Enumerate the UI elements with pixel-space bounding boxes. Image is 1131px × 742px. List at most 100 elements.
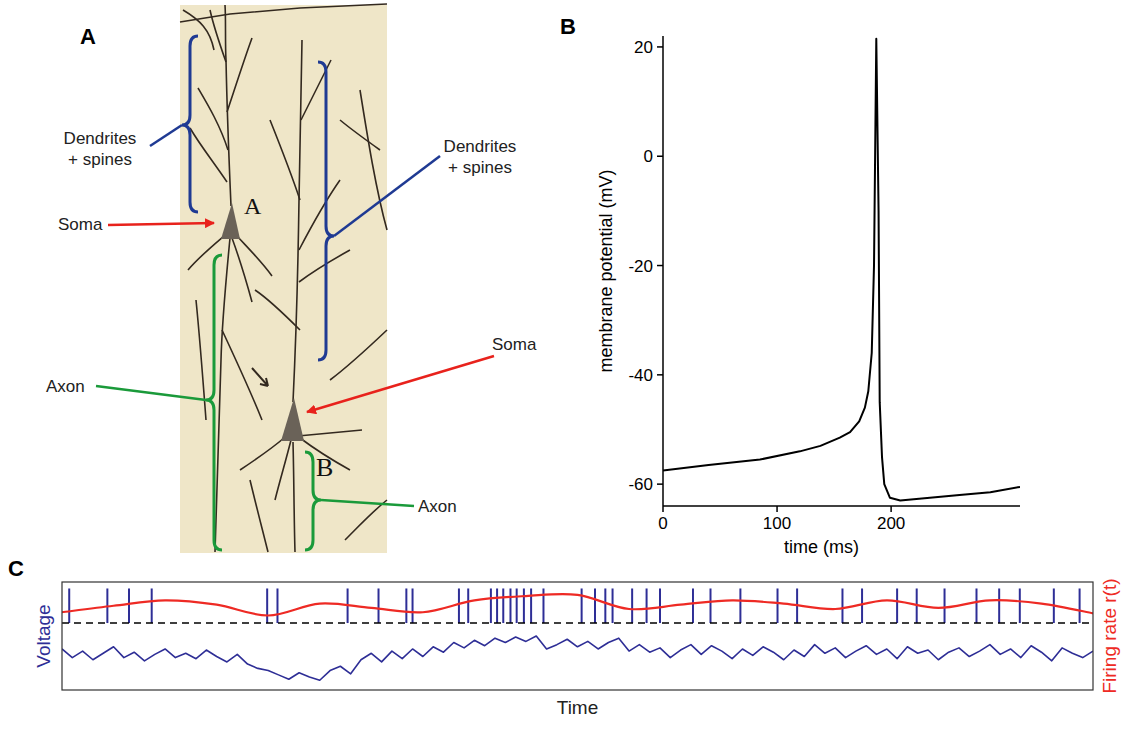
panel-letter: A [80,24,96,49]
neuron-drawing: AB [180,4,387,553]
spike [861,588,863,623]
spike [496,588,498,623]
spike [709,588,711,623]
dendrites-label: Dendrites + spines [444,137,517,177]
neurite [215,238,230,552]
spike [266,588,268,623]
spike [516,588,518,623]
label-line: + spines [448,158,512,177]
y-tick-label: -60 [628,475,653,494]
y-tick-label: 20 [634,38,653,57]
spike [502,588,504,623]
spike [841,588,843,623]
spike [594,588,596,623]
y-tick [657,46,663,48]
plot-area [62,588,1093,680]
soma-label: Soma [58,215,103,234]
y-tick-label: -20 [628,257,653,276]
leader-line [334,156,440,236]
neurite [298,430,362,436]
spike [604,588,606,623]
spike [1019,588,1021,623]
plot-area [663,39,1020,501]
y-axis [662,36,664,506]
neurite [345,500,387,540]
spike [467,588,469,623]
neurite [330,330,387,380]
soma-arrow [108,223,214,225]
soma-arrow [307,356,494,412]
spike [998,588,1000,623]
spike [659,588,661,623]
spike [68,588,70,623]
cell-label: A [244,193,262,219]
neurite [227,38,252,112]
spike [490,588,492,623]
soma-label: Soma [492,335,537,354]
neurite [340,120,380,150]
spike [692,588,694,623]
plot-frame [62,582,1093,690]
leader-line [96,386,206,400]
axon-label: Axon [418,497,457,516]
label-line: Dendrites [444,137,517,156]
spike [378,588,380,623]
threshold-line [62,622,1093,624]
leader-line [150,125,182,146]
neurite [188,236,224,270]
neurite [222,330,262,420]
spike [530,588,532,623]
x-tick-label: 0 [658,514,667,533]
figure: ABCABDendrites+ spinesDendrites+ spinesA… [0,0,1131,742]
neurite [240,438,284,470]
neurite [360,90,387,230]
spike [777,588,779,623]
y-tick [657,155,663,157]
neurite [299,180,340,250]
spike [739,588,741,623]
y-tick [657,483,663,485]
dendrites-label: Dendrites + spines [64,129,137,169]
x-tick-label: 200 [877,514,905,533]
membrane-trace [663,39,1020,501]
soma-shape [281,398,304,441]
spike [276,588,278,623]
y-tick-label: -40 [628,366,653,385]
label-line: + spines [68,150,132,169]
spike [458,588,460,623]
x-axis-title: time (ms) [784,537,859,557]
neurite [196,300,206,420]
neurite [198,88,228,150]
panel-letter: B [560,14,576,39]
spike [412,588,414,623]
neurite [293,40,302,402]
y-tick [657,374,663,376]
neurite [232,238,252,302]
spike [128,588,130,623]
soma-shape [221,203,240,239]
panel-letter: C [8,556,24,581]
spike [631,588,633,623]
axon-label: Axon [46,377,85,396]
spike [896,588,898,623]
y-axis-title: membrane potential (mV) [596,169,616,372]
neurite [190,128,227,182]
spike [405,588,407,623]
spike [646,588,648,623]
y-tick-label: 0 [644,147,653,166]
axon-bracket [206,255,222,550]
label-line: Dendrites [64,129,137,148]
x-axis [663,505,1020,507]
x-tick [776,506,778,512]
neurite [293,442,295,552]
y2-axis-title: Firing rate r(t) [1099,578,1120,693]
voltage-trace [62,636,1093,680]
neurite [210,10,226,62]
drawing-arrow [252,368,268,386]
spike [542,588,544,623]
neurite [255,290,300,330]
y-tick [657,265,663,267]
spike [944,588,946,623]
spike [151,588,153,623]
x-tick [890,506,892,512]
